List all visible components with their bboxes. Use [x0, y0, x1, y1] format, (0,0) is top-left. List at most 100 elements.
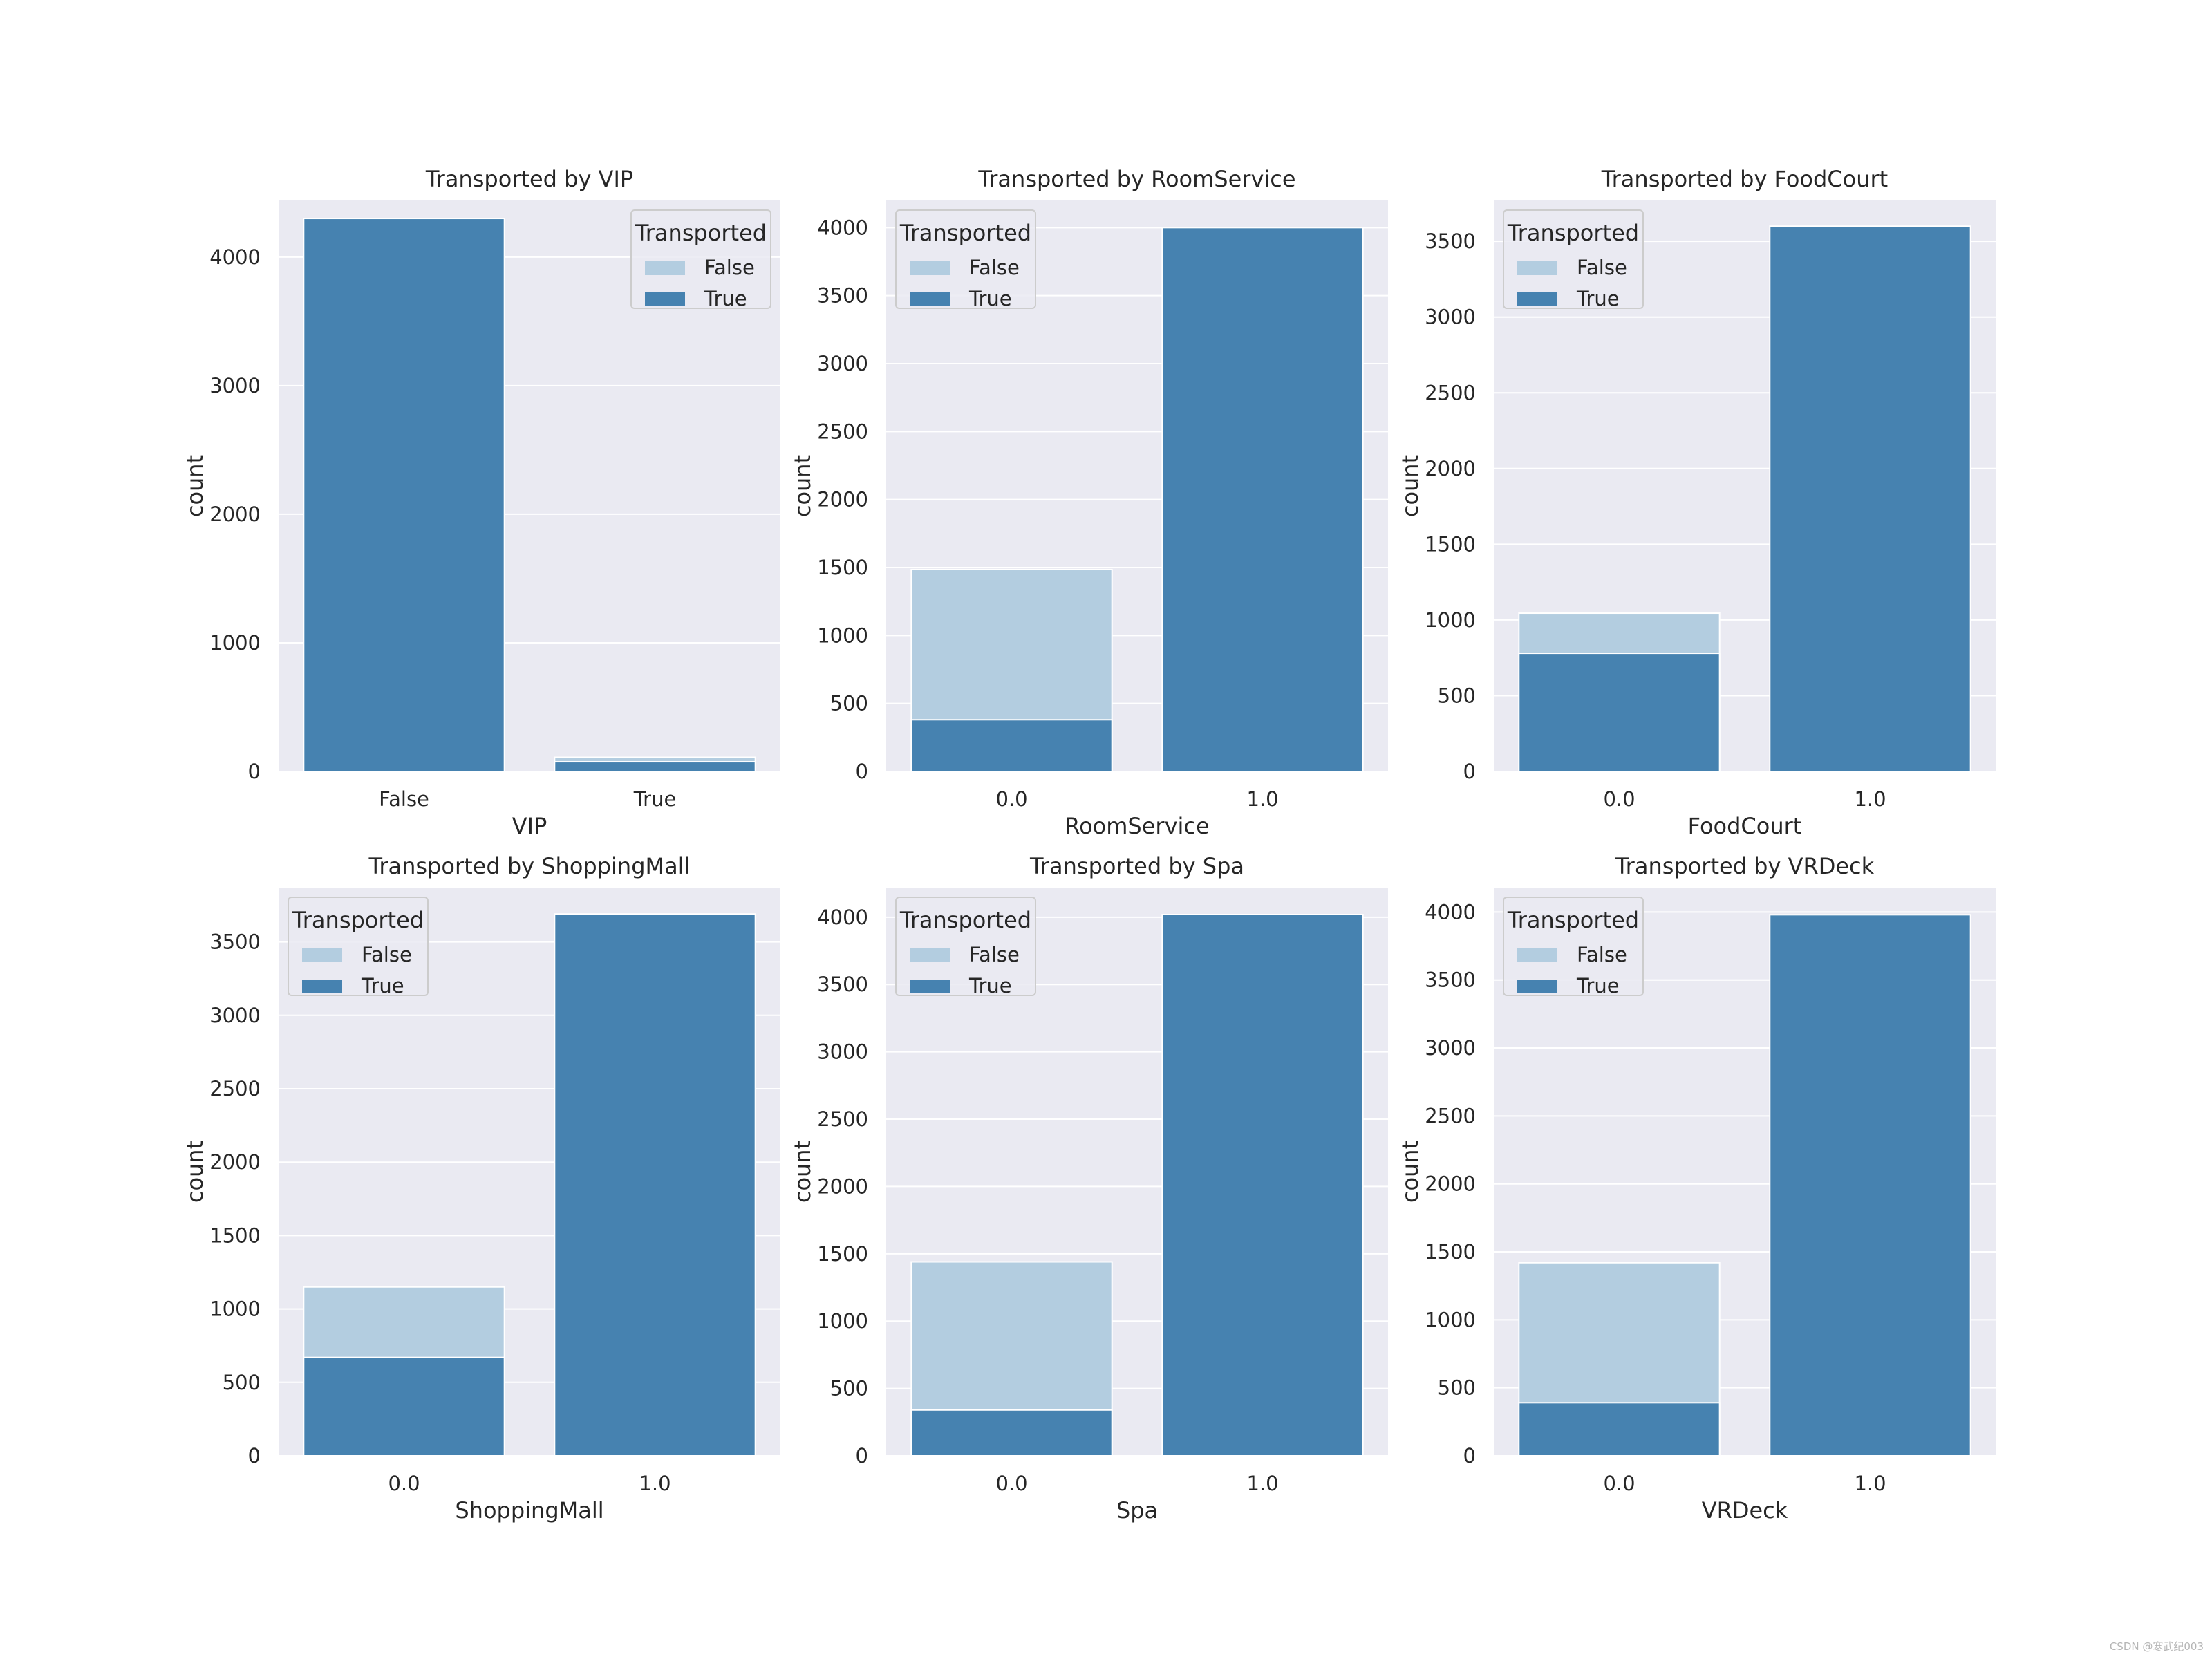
- y-tick-label: 500: [830, 1377, 868, 1400]
- chart-3: 0 500 1000 1500 2000 2500 3000 3500 0.0 1.0 FoodCo…: [1397, 166, 1996, 839]
- legend-swatch-false: [645, 261, 685, 275]
- y-tick-label: 500: [830, 692, 868, 715]
- y-tick-label: 2000: [817, 1174, 868, 1198]
- x-axis-label: Spa: [1116, 1497, 1158, 1524]
- y-tick-label: 2000: [1425, 1172, 1476, 1196]
- y-tick-label: 2000: [817, 488, 868, 512]
- legend-label-false: False: [969, 943, 1020, 966]
- bar-true-1.0: [554, 913, 756, 1456]
- legend-label-false: False: [1577, 943, 1627, 966]
- y-tick-label: 4000: [209, 245, 261, 269]
- y-tick-label: 3000: [209, 1004, 261, 1027]
- y-tick-label: 1500: [817, 556, 868, 579]
- legend-swatch-false: [910, 261, 950, 275]
- bar-true-False: [303, 218, 505, 772]
- legend-label-true: True: [1576, 287, 1620, 310]
- y-tick-label: 3000: [817, 352, 868, 375]
- x-tick-label: True: [633, 787, 677, 811]
- y-tick-label: 3000: [209, 374, 261, 397]
- y-tick-label: 1000: [1425, 608, 1476, 632]
- legend-title: Transported: [899, 907, 1031, 933]
- legend-box: [1503, 897, 1644, 996]
- legend-box: [895, 897, 1036, 996]
- x-tick-label: False: [379, 787, 429, 811]
- bar-true-1.0: [1769, 914, 1971, 1457]
- y-axis-label: count: [789, 1141, 816, 1203]
- y-tick-label: 500: [1438, 1376, 1476, 1400]
- legend-title: Transported: [1507, 907, 1639, 933]
- legend-label-false: False: [704, 256, 755, 279]
- y-tick-label: 2500: [817, 420, 868, 443]
- legend-title: Transported: [1507, 220, 1639, 246]
- legend-swatch-false: [1517, 948, 1557, 962]
- y-tick-label: 0: [248, 1444, 261, 1468]
- y-tick-label: 3500: [817, 973, 868, 996]
- y-tick-label: 4000: [817, 216, 868, 239]
- y-tick-label: 2000: [209, 503, 261, 526]
- y-tick-label: 3500: [209, 930, 261, 954]
- y-tick-label: 2000: [209, 1150, 261, 1174]
- y-tick-label: 3500: [1425, 968, 1476, 992]
- x-axis-label: ShoppingMall: [455, 1497, 603, 1524]
- y-tick-label: 1000: [1425, 1308, 1476, 1331]
- legend: Transported False True: [630, 209, 771, 310]
- x-axis-label: FoodCourt: [1688, 813, 1802, 839]
- legend-label-true: True: [704, 287, 747, 310]
- legend-label-true: True: [968, 287, 1012, 310]
- x-axis-label: RoomService: [1065, 813, 1209, 839]
- legend-label-true: True: [968, 974, 1012, 997]
- y-tick-label: 3000: [817, 1040, 868, 1064]
- chart-title: Transported by RoomService: [977, 166, 1295, 192]
- legend-swatch-true: [645, 292, 685, 306]
- chart-1: 0 1000 2000 3000 4000 False True VIP count Transp…: [182, 166, 780, 839]
- legend: Transported False True: [1503, 209, 1644, 310]
- y-tick-label: 2000: [1425, 457, 1476, 480]
- legend-title: Transported: [292, 907, 424, 933]
- chart-4: 0 500 1000 1500 2000 2500 3000 3500 0.0 1.0 Shoppi…: [182, 853, 780, 1524]
- y-axis-label: count: [182, 455, 208, 517]
- legend: Transported False True: [288, 897, 429, 997]
- y-tick-label: 500: [223, 1371, 261, 1394]
- y-tick-label: 1500: [817, 1242, 868, 1266]
- x-tick-label: 0.0: [995, 1472, 1027, 1495]
- y-tick-label: 500: [1438, 684, 1476, 707]
- y-axis-label: count: [1397, 1141, 1423, 1203]
- legend-box: [288, 897, 429, 996]
- y-tick-label: 1000: [817, 1309, 868, 1333]
- x-tick-label: 1.0: [1854, 1472, 1886, 1495]
- legend-label-true: True: [361, 974, 404, 997]
- bar-true-0.0: [910, 1409, 1113, 1456]
- legend-swatch-true: [302, 980, 342, 993]
- legend-swatch-false: [302, 948, 342, 962]
- y-tick-label: 1000: [209, 1297, 261, 1321]
- y-axis-label: count: [1397, 455, 1423, 517]
- y-tick-label: 0: [1463, 1444, 1476, 1468]
- y-tick-label: 4000: [1425, 900, 1476, 924]
- legend: Transported False True: [1503, 897, 1644, 997]
- chart-title: Transported by VRDeck: [1615, 853, 1875, 879]
- y-axis-label: count: [182, 1141, 208, 1203]
- x-tick-label: 1.0: [1246, 787, 1278, 811]
- legend-swatch-false: [910, 948, 950, 962]
- legend-swatch-true: [1517, 292, 1557, 306]
- legend: Transported False True: [895, 897, 1036, 997]
- chart-title: Transported by VIP: [425, 166, 633, 192]
- legend: Transported False True: [895, 209, 1036, 310]
- bar-true-0.0: [1518, 653, 1721, 772]
- bar-true-0.0: [303, 1356, 505, 1457]
- y-tick-label: 1500: [1425, 532, 1476, 556]
- chart-5: 0 500 1000 1500 2000 2500 3000 3500 4000 0.0 1.0 Sp…: [789, 853, 1388, 1524]
- chart-title: Transported by ShoppingMall: [368, 853, 690, 879]
- y-tick-label: 2500: [817, 1107, 868, 1131]
- legend-box: [630, 209, 771, 309]
- legend-swatch-true: [910, 980, 950, 993]
- y-tick-label: 3500: [1425, 229, 1476, 253]
- y-tick-label: 0: [856, 760, 868, 783]
- y-tick-label: 2500: [209, 1077, 261, 1100]
- y-tick-label: 0: [856, 1444, 868, 1468]
- y-tick-label: 3500: [817, 284, 868, 308]
- x-tick-label: 0.0: [1603, 787, 1635, 811]
- bar-true-1.0: [1161, 227, 1364, 773]
- x-tick-label: 1.0: [639, 1472, 671, 1495]
